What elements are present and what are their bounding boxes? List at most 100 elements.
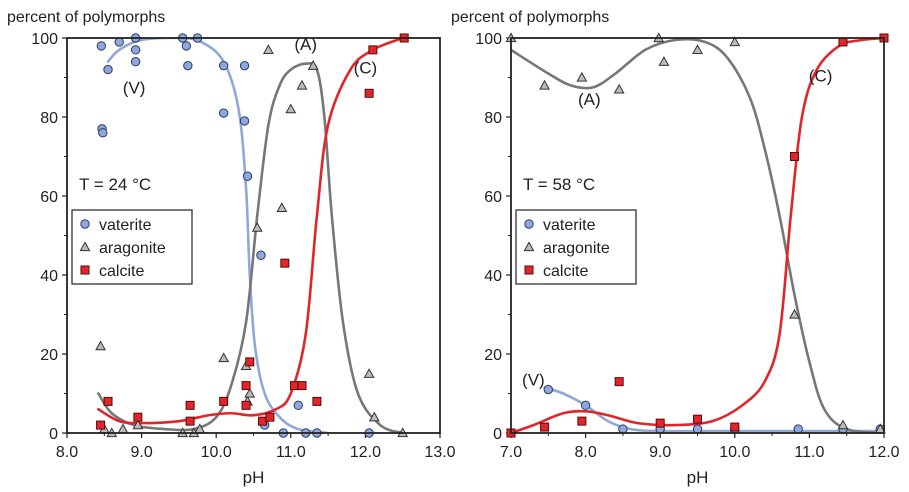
legend: vaterite aragonite calcite	[515, 209, 637, 285]
data-markers	[95, 33, 409, 438]
point-calcite	[368, 45, 378, 55]
y-axis-title: percent of polymorphs	[451, 9, 609, 26]
point-vaterite	[183, 60, 193, 71]
point-aragonite	[789, 308, 800, 319]
point-calcite	[540, 422, 550, 432]
point-calcite	[219, 396, 229, 406]
y-tick-label: 40	[40, 268, 58, 285]
y-tick-label: 20	[40, 347, 58, 364]
legend-marker-calcite	[80, 265, 90, 275]
point-calcite	[364, 88, 374, 98]
chart-panel-58C: percent of polymorphs 7.0 8.0 9.0 10.0 11.0 12…	[451, 9, 900, 487]
x-tick-label: 12.0	[868, 444, 899, 461]
point-vaterite	[130, 57, 141, 67]
legend-label-aragonite: aragonite	[543, 240, 610, 257]
curve-label: (V)	[522, 371, 545, 390]
point-aragonite	[658, 56, 670, 66]
curve-label: (V)	[123, 78, 146, 97]
point-aragonite	[218, 352, 230, 363]
point-aragonite	[296, 79, 308, 90]
point-aragonite	[117, 423, 129, 434]
point-calcite	[185, 400, 195, 410]
point-calcite	[789, 152, 799, 161]
point-vaterite	[98, 128, 108, 138]
point-vaterite	[239, 60, 250, 71]
y-tick-label: 20	[484, 347, 502, 364]
x-tick-label: 9.0	[649, 444, 671, 461]
curve-label: (C)	[354, 59, 378, 78]
point-calcite	[290, 381, 300, 391]
y-tick-label: 100	[31, 31, 58, 48]
point-aragonite	[285, 103, 297, 114]
point-calcite	[693, 414, 702, 424]
point-vaterite	[96, 41, 107, 51]
point-calcite	[96, 420, 106, 430]
y-tick-label: 60	[484, 189, 502, 206]
point-aragonite	[368, 411, 380, 422]
legend: vaterite aragonite calcite	[71, 209, 193, 285]
legend-marker-vaterite	[80, 219, 90, 229]
point-vaterite	[130, 45, 141, 55]
legend-label-vaterite: vaterite	[543, 217, 596, 234]
curve-vaterite	[106, 38, 330, 433]
point-aragonite	[276, 202, 288, 213]
legend-marker-vaterite	[524, 219, 534, 229]
point-aragonite	[837, 419, 849, 430]
temperature-label: T = 58 °C	[523, 175, 595, 194]
legend-label-calcite: calcite	[543, 263, 588, 280]
chart-panel-24C: percent of polymorphs 8.0 9.0 10.0 11.0 12.0 1…	[7, 9, 456, 487]
point-aragonite	[363, 368, 375, 378]
legend-label-vaterite: vaterite	[99, 217, 152, 234]
plot-frame	[66, 37, 441, 434]
x-tick-label: 9.0	[130, 444, 152, 461]
point-vaterite	[580, 400, 591, 411]
point-calcite	[133, 412, 143, 422]
point-calcite	[241, 381, 251, 391]
point-vaterite	[181, 41, 192, 51]
y-tick-label: 40	[484, 268, 502, 285]
point-vaterite	[218, 108, 229, 118]
point-calcite	[838, 37, 848, 47]
curve-label: (A)	[578, 90, 601, 109]
x-tick-label: 12.0	[350, 444, 381, 461]
point-vaterite	[256, 250, 266, 260]
x-tick-label: 13.0	[424, 444, 455, 461]
fit-curves	[97, 38, 404, 433]
x-axis-title: pH	[687, 468, 709, 487]
point-calcite	[577, 416, 587, 426]
x-tick-label: 10.0	[719, 444, 750, 461]
curve-calcite	[97, 38, 404, 425]
y-tick-label: 80	[40, 110, 58, 127]
curve-label: (C)	[809, 66, 833, 85]
legend-label-calcite: calcite	[99, 263, 144, 280]
point-aragonite	[307, 60, 319, 70]
point-calcite	[103, 396, 113, 406]
x-tick-label: 8.0	[56, 444, 78, 461]
point-aragonite	[729, 36, 741, 47]
point-vaterite	[293, 400, 303, 411]
curve-aragonite	[97, 61, 404, 433]
y-tick-label: 100	[475, 31, 502, 48]
point-calcite	[614, 377, 624, 387]
point-aragonite	[251, 221, 263, 232]
legend-marker-aragonite	[79, 241, 91, 252]
point-aragonite	[132, 419, 144, 430]
point-vaterite	[618, 424, 628, 434]
x-tick-label: 10.0	[201, 444, 232, 461]
legend-marker-calcite	[524, 265, 534, 275]
legend-label-aragonite: aragonite	[99, 240, 166, 257]
temperature-label: T = 24 °C	[79, 175, 151, 194]
point-calcite	[257, 416, 267, 426]
y-axis-title: percent of polymorphs	[7, 9, 165, 26]
point-aragonite	[262, 44, 274, 55]
point-calcite	[280, 258, 290, 268]
curve-aragonite	[511, 38, 884, 433]
curve-label: (A)	[294, 35, 317, 54]
point-calcite	[241, 400, 251, 410]
y-tick-label: 80	[484, 110, 502, 127]
x-axis-title: pH	[243, 468, 265, 487]
x-tick-label: 11.0	[794, 444, 824, 461]
point-calcite	[245, 357, 255, 367]
point-calcite	[312, 396, 322, 406]
